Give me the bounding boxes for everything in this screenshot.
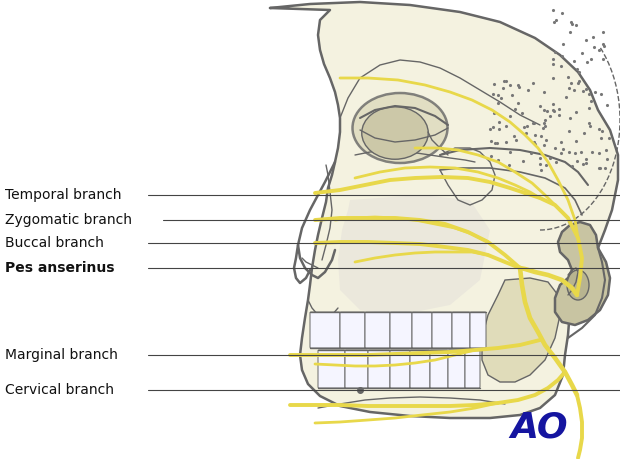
Ellipse shape	[361, 107, 428, 159]
Ellipse shape	[567, 270, 589, 300]
FancyBboxPatch shape	[448, 350, 465, 388]
Text: Cervical branch: Cervical branch	[5, 383, 114, 397]
Polygon shape	[482, 278, 560, 382]
FancyBboxPatch shape	[390, 350, 410, 388]
FancyBboxPatch shape	[410, 350, 430, 388]
FancyBboxPatch shape	[432, 312, 452, 348]
FancyBboxPatch shape	[365, 312, 390, 348]
Text: Marginal branch: Marginal branch	[5, 348, 118, 362]
FancyBboxPatch shape	[412, 312, 432, 348]
Polygon shape	[555, 222, 610, 325]
Polygon shape	[338, 195, 490, 315]
Text: AO: AO	[510, 411, 568, 445]
FancyBboxPatch shape	[340, 312, 365, 348]
FancyBboxPatch shape	[430, 350, 448, 388]
Text: Temporal branch: Temporal branch	[5, 188, 122, 202]
Text: Buccal branch: Buccal branch	[5, 236, 104, 250]
FancyBboxPatch shape	[368, 350, 390, 388]
FancyBboxPatch shape	[452, 312, 470, 348]
FancyBboxPatch shape	[310, 312, 340, 348]
Text: Zygomatic branch: Zygomatic branch	[5, 213, 132, 227]
FancyBboxPatch shape	[318, 350, 345, 388]
FancyBboxPatch shape	[390, 312, 412, 348]
Polygon shape	[270, 2, 618, 418]
FancyBboxPatch shape	[345, 350, 368, 388]
FancyBboxPatch shape	[465, 350, 480, 388]
Ellipse shape	[558, 281, 586, 303]
Ellipse shape	[353, 93, 448, 163]
FancyBboxPatch shape	[470, 312, 486, 348]
Text: Pes anserinus: Pes anserinus	[5, 261, 115, 275]
